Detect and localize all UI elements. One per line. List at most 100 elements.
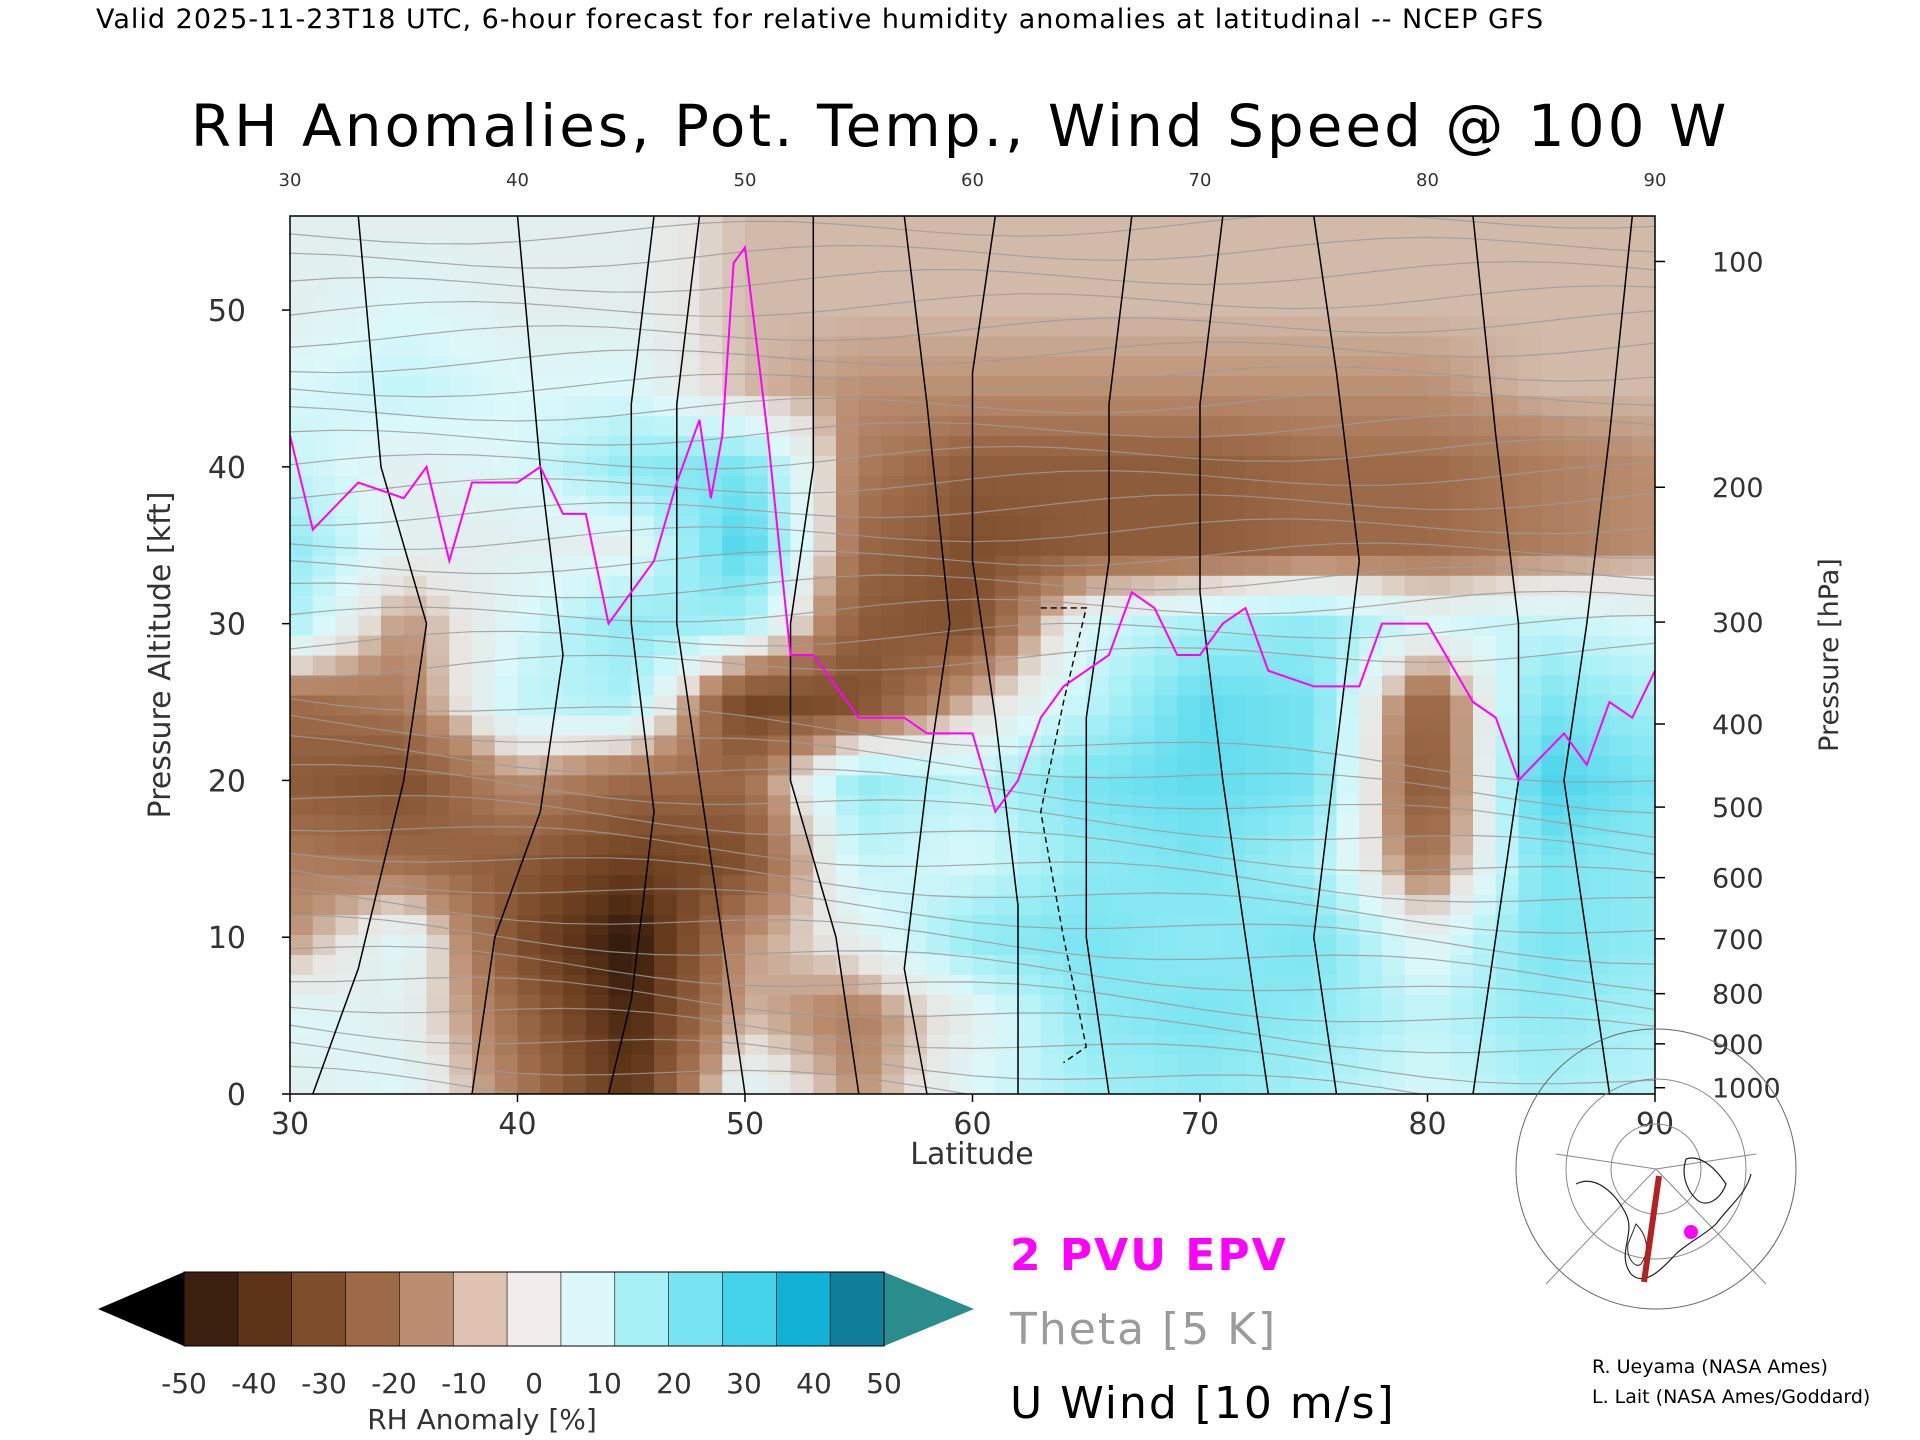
heat-cell — [1291, 595, 1315, 616]
heat-cell — [517, 535, 541, 556]
heat-cell — [540, 235, 564, 257]
heat-cell — [449, 1074, 473, 1094]
heat-cell — [836, 894, 860, 916]
heat-cell — [904, 1054, 928, 1075]
heat-cell — [858, 495, 883, 516]
heat-cell — [1040, 794, 1065, 816]
heat-cell — [881, 435, 905, 457]
heat-cell — [1268, 794, 1292, 816]
heat-cell — [540, 635, 564, 656]
heat-cell — [790, 515, 814, 536]
heat-cell — [1313, 814, 1338, 836]
heat-cell — [858, 734, 883, 756]
heat-cell — [1109, 1074, 1133, 1094]
heat-cell — [699, 674, 723, 696]
heat-cell — [1313, 515, 1338, 536]
heat-cell — [1086, 874, 1110, 896]
heat-cell — [1040, 335, 1065, 357]
heat-cell — [767, 615, 792, 636]
colorbar-tick-label: 50 — [866, 1367, 902, 1400]
heat-cell — [472, 694, 496, 716]
heat-cell — [426, 854, 450, 876]
heat-cell — [949, 714, 974, 736]
heat-cell — [1154, 954, 1178, 975]
heat-cell — [1200, 774, 1224, 796]
heat-cell — [904, 515, 928, 536]
heat-cell — [1473, 674, 1497, 696]
heat-cell — [699, 954, 723, 975]
heat-cell — [585, 1014, 610, 1035]
heat-cell — [1382, 1054, 1406, 1075]
heat-cell — [1336, 535, 1360, 556]
heat-cell — [1518, 934, 1542, 955]
heat-cell — [449, 455, 473, 477]
heat-cell — [927, 255, 951, 277]
heat-cell — [1086, 216, 1110, 237]
heat-cell — [472, 595, 496, 616]
heat-cell — [1473, 415, 1497, 437]
heat-cell — [1336, 934, 1360, 955]
heat-cell — [676, 1034, 701, 1055]
heat-cell — [1473, 216, 1497, 237]
heat-cell — [745, 814, 769, 836]
heat-cell — [972, 994, 996, 1015]
heat-cell — [335, 714, 359, 736]
heat-cell — [472, 615, 496, 636]
heat-cell — [517, 774, 541, 796]
heat-cell — [494, 774, 519, 796]
heat-cell — [472, 216, 496, 237]
heat-cell — [1564, 1074, 1588, 1094]
heat-cell — [1564, 674, 1588, 696]
heat-cell — [1359, 335, 1383, 357]
heat-cell — [1518, 315, 1542, 337]
heat-cell — [722, 515, 746, 536]
heat-cell — [1222, 714, 1247, 736]
heat-cell — [608, 415, 632, 437]
heat-cell — [1245, 375, 1269, 397]
heat-cell — [290, 694, 314, 716]
heat-cell — [722, 854, 746, 876]
heat-cell — [426, 355, 450, 377]
heat-cell — [403, 655, 428, 676]
theta-contour-line — [290, 826, 1655, 903]
heat-cell — [1495, 1074, 1520, 1094]
heat-cell — [995, 1054, 1019, 1075]
heat-cell — [1382, 974, 1406, 995]
heat-cell — [1313, 415, 1338, 437]
heat-cell — [881, 635, 905, 656]
heat-cell — [426, 575, 450, 596]
heat-cell — [654, 295, 678, 317]
heat-cell — [1336, 555, 1360, 576]
heat-cell — [1131, 814, 1156, 836]
heat-cell — [1518, 295, 1542, 317]
heat-cell — [1040, 714, 1065, 736]
heat-cell — [927, 1074, 951, 1094]
heat-cell — [1609, 475, 1633, 496]
heat-cell — [1109, 315, 1133, 337]
heat-cell — [881, 495, 905, 516]
heat-cell — [1404, 1034, 1429, 1055]
heat-cell — [1313, 694, 1338, 716]
heat-cell — [381, 635, 405, 656]
colorbar-swatch — [506, 1271, 562, 1347]
heat-cell — [836, 395, 860, 417]
heat-cell — [927, 814, 951, 836]
heat-cell — [563, 1014, 587, 1035]
heat-cell — [1018, 315, 1042, 337]
heat-cell — [472, 295, 496, 317]
heat-cell — [631, 415, 655, 437]
heat-cell — [767, 555, 792, 576]
heat-cell — [745, 954, 769, 975]
heat-cell — [1518, 635, 1542, 656]
heat-cell — [1200, 954, 1224, 975]
heat-cell — [1564, 615, 1588, 636]
heat-cell — [858, 714, 883, 736]
heat-cell — [312, 914, 337, 935]
heat-cell — [1586, 535, 1611, 556]
heat-cell — [927, 1034, 951, 1055]
heat-cell — [1473, 914, 1497, 935]
heat-cell — [290, 1074, 314, 1094]
heat-cell — [1200, 495, 1224, 516]
heat-cell — [881, 954, 905, 975]
heat-cell — [335, 774, 359, 796]
